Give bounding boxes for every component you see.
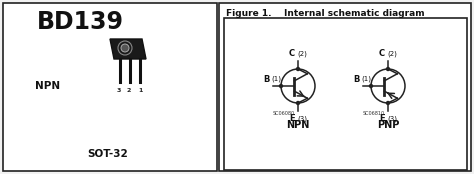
Text: SC06080: SC06080: [273, 111, 295, 116]
Circle shape: [386, 101, 390, 105]
Bar: [219, 3, 471, 171]
Text: 1: 1: [139, 88, 143, 93]
Circle shape: [370, 85, 373, 88]
Text: NPN: NPN: [35, 81, 60, 91]
Circle shape: [386, 68, 390, 70]
Text: E: E: [289, 114, 295, 123]
Circle shape: [297, 68, 300, 70]
Bar: [224, 18, 467, 170]
Circle shape: [118, 41, 132, 55]
Polygon shape: [110, 39, 146, 59]
Text: 3: 3: [117, 88, 121, 93]
Text: NPN: NPN: [286, 120, 310, 130]
Text: C: C: [379, 49, 385, 58]
Circle shape: [281, 69, 315, 103]
Text: Figure 1.    Internal schematic diagram: Figure 1. Internal schematic diagram: [226, 9, 425, 18]
Text: B: B: [354, 75, 360, 84]
Text: (3): (3): [297, 115, 307, 121]
Circle shape: [280, 85, 283, 88]
Text: 2: 2: [127, 88, 131, 93]
Text: SC06810: SC06810: [363, 111, 385, 116]
Text: (2): (2): [297, 50, 307, 57]
Circle shape: [297, 101, 300, 105]
Text: BD139: BD139: [36, 10, 124, 34]
Circle shape: [121, 44, 129, 52]
Text: (1): (1): [271, 76, 281, 82]
Text: C: C: [289, 49, 295, 58]
Circle shape: [371, 69, 405, 103]
Bar: [3, 3, 217, 171]
Text: E: E: [379, 114, 385, 123]
Text: SOT-32: SOT-32: [88, 149, 128, 159]
Text: (3): (3): [387, 115, 397, 121]
Text: (2): (2): [387, 50, 397, 57]
Text: (1): (1): [361, 76, 371, 82]
Text: PNP: PNP: [377, 120, 399, 130]
Text: B: B: [264, 75, 270, 84]
